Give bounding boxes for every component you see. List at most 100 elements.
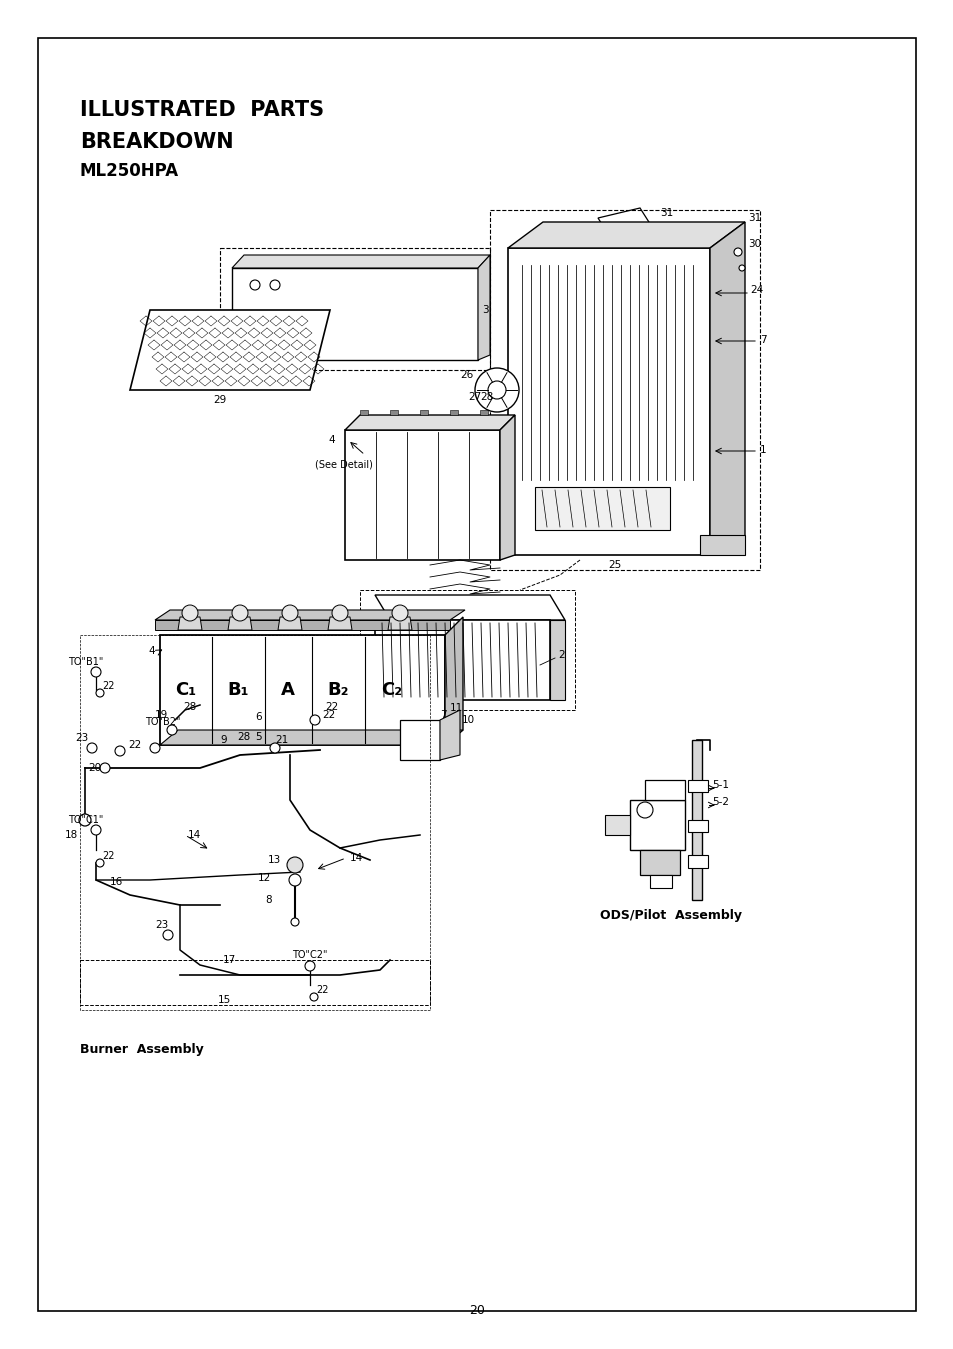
Text: 4: 4 — [148, 646, 154, 656]
Text: 22: 22 — [325, 701, 338, 712]
Text: B₁: B₁ — [227, 681, 249, 699]
Polygon shape — [228, 616, 252, 630]
Text: 14: 14 — [350, 853, 363, 863]
Text: TO"B1": TO"B1" — [68, 657, 103, 666]
Polygon shape — [375, 621, 550, 700]
Polygon shape — [709, 223, 744, 554]
Text: ODS/Pilot  Assembly: ODS/Pilot Assembly — [599, 908, 741, 921]
Text: 4: 4 — [328, 434, 335, 445]
Polygon shape — [388, 616, 412, 630]
Text: ML250HPA: ML250HPA — [80, 162, 179, 179]
Circle shape — [637, 803, 652, 817]
Polygon shape — [687, 780, 707, 792]
Circle shape — [332, 604, 348, 621]
Text: ILLUSTRATED  PARTS: ILLUSTRATED PARTS — [80, 100, 324, 120]
Circle shape — [79, 813, 91, 826]
Circle shape — [392, 604, 408, 621]
Circle shape — [96, 689, 104, 697]
Text: 22: 22 — [102, 681, 114, 691]
Text: 8: 8 — [265, 894, 272, 905]
Polygon shape — [154, 621, 450, 630]
Circle shape — [270, 743, 280, 753]
Text: A: A — [281, 681, 294, 699]
Text: 28: 28 — [183, 701, 196, 712]
Circle shape — [232, 604, 248, 621]
Circle shape — [488, 380, 505, 399]
Text: 20: 20 — [88, 764, 101, 773]
Circle shape — [115, 746, 125, 755]
Circle shape — [182, 604, 198, 621]
Circle shape — [733, 248, 741, 256]
Text: C₂: C₂ — [381, 681, 402, 699]
Text: 18: 18 — [65, 830, 78, 840]
Polygon shape — [479, 410, 488, 415]
Text: 6: 6 — [254, 712, 261, 722]
Circle shape — [270, 281, 280, 290]
Text: 22: 22 — [315, 985, 328, 996]
Polygon shape — [328, 616, 352, 630]
Polygon shape — [550, 621, 564, 700]
Circle shape — [289, 874, 301, 886]
Polygon shape — [375, 595, 564, 621]
Polygon shape — [154, 610, 464, 621]
Circle shape — [475, 368, 518, 411]
Text: 7: 7 — [439, 710, 446, 720]
Circle shape — [310, 993, 317, 1001]
Polygon shape — [399, 720, 439, 759]
Text: 30: 30 — [747, 239, 760, 250]
Text: 5-2: 5-2 — [711, 797, 728, 807]
Polygon shape — [277, 616, 302, 630]
Text: 16: 16 — [110, 877, 123, 888]
Text: 11: 11 — [450, 703, 463, 714]
Polygon shape — [691, 741, 701, 900]
Circle shape — [287, 857, 303, 873]
Text: 13: 13 — [268, 855, 281, 865]
Text: 24: 24 — [749, 285, 762, 295]
Text: 5: 5 — [254, 733, 261, 742]
Polygon shape — [345, 430, 499, 560]
Polygon shape — [390, 410, 397, 415]
Text: 28: 28 — [236, 733, 250, 742]
Polygon shape — [160, 635, 444, 745]
Text: 2: 2 — [558, 650, 564, 660]
Polygon shape — [232, 255, 490, 268]
Text: 25: 25 — [607, 560, 620, 571]
Text: 22: 22 — [322, 710, 335, 720]
Text: 3: 3 — [481, 305, 488, 316]
Polygon shape — [419, 410, 428, 415]
Polygon shape — [477, 255, 490, 360]
Circle shape — [87, 743, 97, 753]
Polygon shape — [687, 820, 707, 832]
Polygon shape — [644, 780, 684, 800]
Polygon shape — [535, 487, 669, 530]
Text: TO"C2": TO"C2" — [292, 950, 327, 960]
Text: 31: 31 — [659, 208, 673, 219]
Polygon shape — [687, 855, 707, 867]
Text: 12: 12 — [257, 873, 271, 884]
Text: 22: 22 — [102, 851, 114, 861]
Polygon shape — [700, 536, 744, 554]
Text: 26: 26 — [459, 370, 473, 380]
Polygon shape — [507, 248, 709, 554]
Polygon shape — [232, 268, 477, 360]
Text: 20: 20 — [469, 1304, 484, 1318]
Text: 28: 28 — [479, 393, 493, 402]
Polygon shape — [444, 616, 462, 745]
Polygon shape — [359, 410, 368, 415]
Circle shape — [291, 919, 298, 925]
Text: 22: 22 — [128, 741, 141, 750]
Circle shape — [163, 929, 172, 940]
Text: 15: 15 — [218, 996, 231, 1005]
Polygon shape — [499, 415, 515, 560]
Circle shape — [96, 859, 104, 867]
Polygon shape — [178, 616, 202, 630]
Text: TO"C1": TO"C1" — [68, 815, 103, 826]
Polygon shape — [345, 415, 515, 430]
Circle shape — [150, 743, 160, 753]
Text: 5-1: 5-1 — [711, 780, 728, 791]
Polygon shape — [130, 310, 330, 390]
Text: 19: 19 — [154, 710, 168, 720]
Circle shape — [305, 960, 314, 971]
Circle shape — [739, 264, 744, 271]
Text: 23: 23 — [154, 920, 168, 929]
